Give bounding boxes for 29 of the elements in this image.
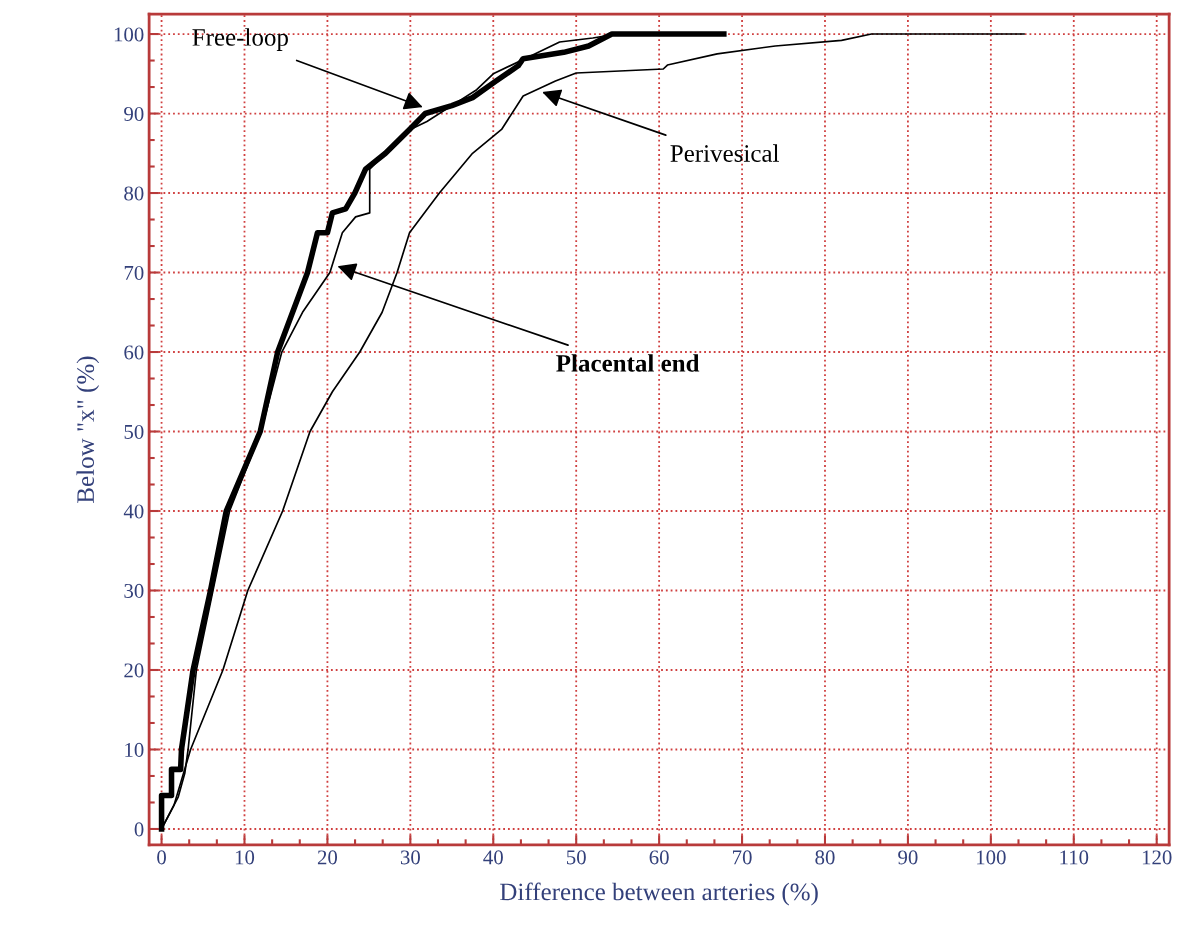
y-tick-label: 80 [124, 186, 144, 201]
y-tick-label: 20 [124, 663, 144, 678]
y-tick-label: 40 [123, 504, 144, 519]
annotation: Free-loop [192, 28, 288, 51]
x-tick-label: 20 [317, 850, 338, 865]
x-tick-label: 60 [649, 850, 669, 865]
y-tick-label: 60 [124, 345, 144, 360]
x-tick-label: 80 [815, 850, 835, 865]
y-axis-title: Below "x" (%) [76, 356, 100, 503]
x-tick-label: 40 [483, 850, 503, 865]
x-tick-label: 100 [977, 850, 1006, 865]
x-tick-label: 90 [898, 850, 918, 865]
x-tick-label: 30 [400, 850, 420, 865]
x-axis-title: Difference between arteries (%) [500, 882, 818, 906]
y-tick-label: 30 [124, 583, 144, 598]
x-tick-label: 10 [235, 850, 255, 865]
annotation: Perivesical [670, 144, 779, 162]
y-tick-label: 90 [124, 106, 144, 121]
x-tick-label: 0 [157, 850, 166, 865]
x-tick-label: 50 [567, 850, 586, 865]
annotation: Placental end [556, 354, 700, 372]
y-tick-label: 0 [134, 822, 144, 837]
y-tick-label: 10 [125, 742, 144, 757]
x-tick-label: 120 [1142, 850, 1172, 865]
y-tick-label: 100 [114, 27, 144, 42]
y-tick-label: 70 [124, 265, 144, 280]
x-tick-label: 110 [1060, 850, 1089, 865]
x-tick-label: 70 [733, 850, 752, 865]
y-tick-label: 50 [124, 424, 144, 439]
